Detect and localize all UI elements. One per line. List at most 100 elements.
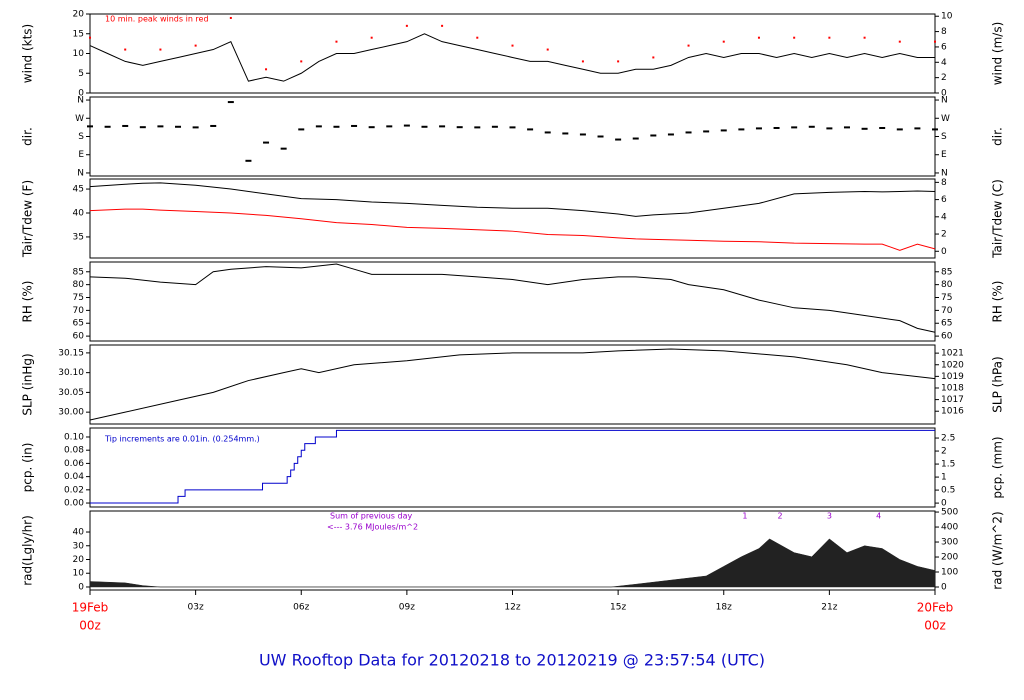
peak-dot	[124, 48, 127, 51]
dir-dash	[914, 127, 921, 130]
y2-axis-title: wind (m/s)	[991, 22, 1005, 86]
dir-dash	[122, 124, 129, 127]
y2-tick-label: 60	[941, 332, 953, 342]
y2-tick-label: 300	[941, 538, 958, 548]
y-tick-label: 30.05	[58, 388, 84, 398]
y-tick-label: 0	[78, 89, 84, 99]
x-tick-label: 03z	[188, 603, 204, 613]
x-tick-label: 18z	[716, 603, 732, 613]
dir-dash	[826, 127, 833, 130]
dir-dash	[439, 125, 446, 128]
peak-dot	[229, 16, 232, 19]
peak-dot	[546, 48, 549, 51]
panel-frame	[89, 261, 936, 342]
panel-frame	[89, 178, 936, 259]
y2-axis-title: pcp. (mm)	[991, 436, 1005, 498]
y2-tick-label: 0	[941, 247, 947, 257]
y-axis-title: SLP (inHg)	[21, 353, 35, 415]
y2-tick-label: 8	[941, 27, 947, 37]
y-axis-title: dir.	[21, 127, 35, 146]
x-tick-label: 00z	[79, 619, 101, 633]
y-axis-title: wind (kts)	[21, 24, 35, 83]
y-axis-title: rad(Lgly/hr)	[21, 515, 35, 586]
dir-dash	[773, 126, 780, 129]
panel-frame	[89, 427, 936, 508]
dir-dash	[597, 135, 604, 138]
y2-tick-label: 65	[941, 319, 952, 329]
y-tick-label: 45	[73, 185, 84, 195]
peak-dot	[652, 56, 655, 59]
line	[89, 208, 936, 251]
y-tick-label: 35	[73, 232, 84, 242]
dir-dash	[896, 128, 903, 131]
y2-tick-label: 1.5	[941, 460, 955, 470]
dir-dash	[879, 126, 886, 129]
x-tick-label: 19Feb	[72, 601, 109, 615]
y-tick-label: 0.02	[64, 485, 84, 495]
y-tick-label: N	[77, 96, 84, 106]
annotation: 10 min. peak winds in red	[105, 15, 209, 24]
dir-dash	[333, 125, 340, 128]
y-tick-label: 10	[73, 49, 85, 59]
dir-dash	[615, 138, 622, 141]
x-tick-label: 00z	[924, 619, 946, 633]
y-tick-label: 80	[73, 280, 85, 290]
y-tick-label: 0	[78, 582, 84, 592]
y-axis-title: RH (%)	[21, 281, 35, 323]
dir-dash	[386, 125, 393, 128]
dir-dash	[861, 127, 868, 130]
y-tick-label: 0.00	[64, 499, 84, 509]
peak-dot	[581, 60, 584, 63]
x-tick-label: 09z	[399, 603, 415, 613]
dir-dash	[403, 124, 410, 127]
peak-label: 1	[742, 512, 747, 521]
y2-tick-label: 2	[941, 230, 947, 240]
dir-dash	[808, 125, 815, 128]
annotation: <--- 3.76 MJoules/m^2	[327, 523, 418, 532]
dir-dash	[755, 127, 762, 130]
y-tick-label: 40	[73, 528, 85, 538]
y-tick-label: 0.10	[64, 432, 84, 442]
y-tick-label: 70	[73, 306, 85, 316]
y-tick-label: 65	[73, 319, 84, 329]
x-tick-label: 12z	[504, 603, 520, 613]
dir-dash	[87, 125, 93, 128]
line	[89, 263, 936, 333]
y2-tick-label: 2	[941, 73, 947, 83]
y-tick-label: 0.06	[64, 459, 84, 469]
y-axis-title: Tair/Tdew (F)	[21, 180, 35, 258]
dir-dash	[544, 131, 551, 134]
dir-dash	[685, 131, 692, 134]
y-tick-label: 5	[78, 69, 84, 79]
peak-dot	[441, 24, 444, 27]
peak-dot	[617, 60, 620, 63]
dir-dash	[562, 132, 569, 135]
y-axis-title: pcp. (in)	[21, 443, 35, 493]
panel-frame	[89, 96, 936, 177]
x-tick-label: 06z	[293, 603, 309, 613]
dir-dash	[667, 133, 674, 136]
y-tick-label: 85	[73, 267, 84, 277]
y2-tick-label: 1020	[941, 360, 964, 370]
y-tick-label: 20	[73, 555, 85, 565]
dir-dash	[527, 128, 534, 131]
y2-tick-label: N	[941, 168, 948, 178]
peak-dot	[511, 44, 514, 47]
y2-tick-label: 1017	[941, 395, 964, 405]
y2-tick-label: 0	[941, 89, 947, 99]
y2-axis-title: rad (W/m^2)	[991, 511, 1005, 589]
y2-tick-label: E	[941, 150, 947, 160]
dir-dash	[280, 147, 287, 150]
x-tick-label: 15z	[610, 603, 626, 613]
dir-dash	[175, 125, 182, 128]
peak-dot	[159, 48, 162, 51]
y-tick-label: 30.10	[58, 368, 84, 378]
peak-dot	[335, 40, 338, 43]
peak-label: 2	[778, 512, 783, 521]
y2-tick-label: 0	[941, 499, 947, 509]
peak-dot	[793, 36, 796, 39]
peak-dot	[405, 24, 408, 27]
y-tick-label: 30.15	[58, 348, 84, 358]
dir-dash	[456, 126, 463, 129]
